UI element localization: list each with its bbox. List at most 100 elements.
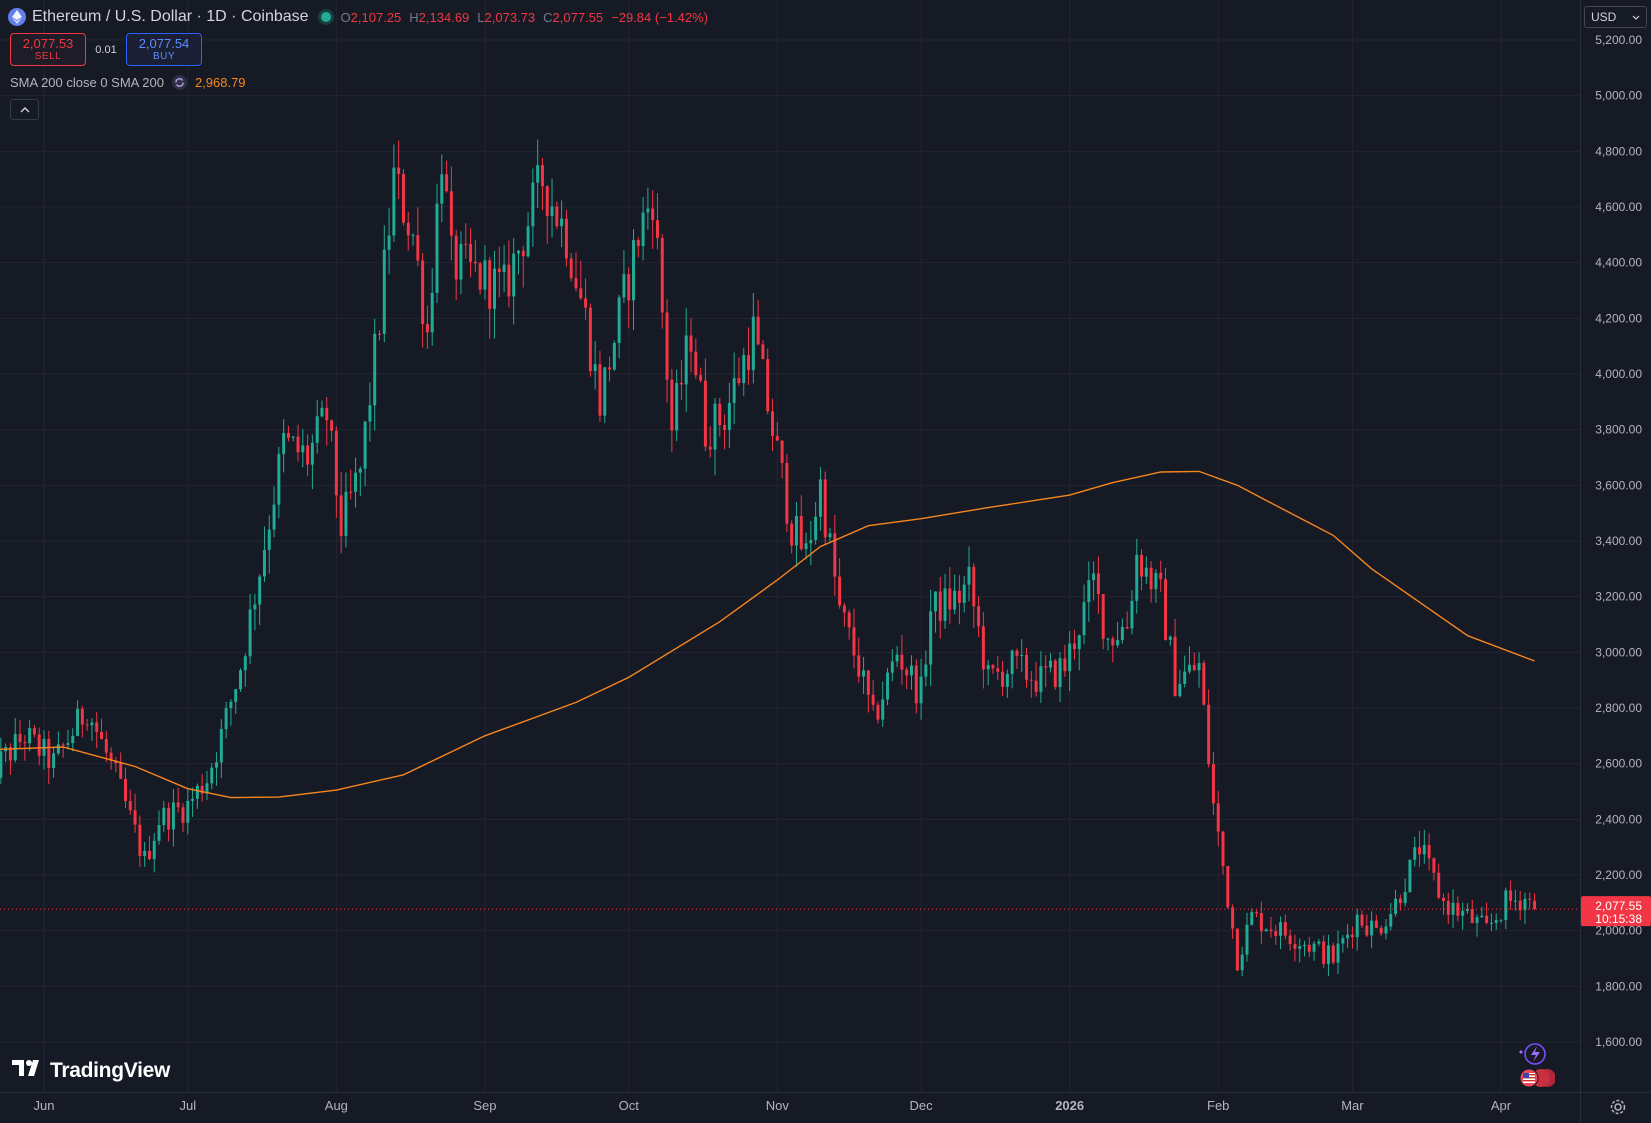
high-value: 2,134.69 [418, 9, 470, 25]
candle-body [1034, 680, 1038, 692]
currency-selector[interactable]: USD [1584, 6, 1647, 28]
candle-body [1394, 898, 1398, 914]
candle-body [727, 402, 731, 430]
low-value: 2,073.73 [484, 9, 536, 25]
candle-body [411, 235, 415, 237]
indicator-legend[interactable]: SMA 200 close 0 SMA 200 2,968.79 [10, 75, 246, 90]
candle-body [857, 655, 861, 677]
x-tick-label: Dec [910, 1098, 934, 1113]
y-tick-label: 3,600.00 [1595, 478, 1642, 492]
bottom-right-icons [1519, 1043, 1555, 1088]
open-label: O [340, 9, 351, 25]
candle-body [147, 850, 151, 860]
symbol-title[interactable]: Ethereum / U.S. Dollar · 1D · Coinbase [32, 8, 309, 25]
candle-body [23, 742, 27, 744]
candle-body [1072, 643, 1076, 650]
candle-body [28, 728, 32, 744]
candle-body [1077, 635, 1081, 650]
y-tick-label: 4,000.00 [1595, 367, 1642, 381]
candle-body [171, 802, 175, 830]
candle-body [847, 612, 851, 628]
candle-body [291, 436, 295, 438]
candle-body [1029, 679, 1033, 681]
collapse-legend-button[interactable] [10, 99, 39, 120]
candle-body [325, 407, 329, 421]
candle-body [71, 735, 75, 744]
candle-body [1250, 912, 1254, 925]
candle-body [1480, 915, 1484, 918]
candle-body [785, 462, 789, 524]
candle-body [392, 167, 396, 236]
candle-body [13, 733, 17, 761]
candle-body [1259, 913, 1263, 932]
candle-body [258, 576, 262, 605]
candle-body [1374, 920, 1378, 928]
candle-body [766, 359, 770, 412]
trade-panel: 2,077.53 SELL 0.01 2,077.54 BUY [10, 33, 202, 66]
candle-body [1283, 922, 1287, 936]
flag-icon[interactable] [1519, 1068, 1555, 1088]
x-tick-label: Sep [473, 1098, 496, 1113]
candle-body [152, 840, 156, 860]
candle-body [790, 523, 794, 546]
candle-body [1020, 654, 1024, 656]
x-tick-label: Aug [325, 1098, 348, 1113]
candle-body [1207, 704, 1211, 765]
candle-body [1427, 845, 1431, 859]
open-value: 2,107.25 [350, 9, 402, 25]
candle-body [473, 261, 477, 264]
gear-icon[interactable] [1608, 1097, 1628, 1117]
candle-body [780, 440, 784, 463]
candle-body [61, 744, 65, 746]
candle-body [449, 191, 453, 236]
candle-body [608, 367, 612, 370]
candle-body [1379, 927, 1383, 934]
candle-body [866, 670, 870, 695]
candle-body [689, 335, 693, 352]
currency-label: USD [1591, 10, 1617, 24]
candle-body [1341, 938, 1345, 944]
x-tick-label: 2026 [1055, 1098, 1084, 1113]
candle-body [109, 752, 113, 761]
candle-body [435, 203, 439, 293]
indicator-settings-icon[interactable] [171, 75, 187, 90]
candle-body [828, 533, 832, 538]
candle-body [775, 435, 779, 441]
candle-body [1159, 572, 1163, 580]
candle-body [977, 606, 981, 627]
candle-body [938, 591, 942, 621]
candle-body [234, 689, 238, 702]
candle-body [1422, 845, 1426, 855]
candle-body [1154, 572, 1158, 590]
candle-body [0, 751, 3, 778]
lightning-icon[interactable] [1519, 1043, 1546, 1065]
candle-body [176, 802, 180, 808]
candle-body [900, 654, 904, 670]
candle-body [425, 324, 429, 333]
buy-price: 2,077.54 [138, 35, 190, 51]
buy-button[interactable]: 2,077.54 BUY [126, 33, 202, 66]
y-tick-label: 3,400.00 [1595, 534, 1642, 548]
candle-body [1322, 941, 1326, 964]
candle-body [612, 342, 616, 370]
tradingview-logo[interactable]: TradingView [12, 1058, 170, 1084]
candle-body [957, 590, 961, 603]
candle-body [670, 379, 674, 431]
candle-body [253, 604, 257, 610]
candle-body [1336, 943, 1340, 963]
candle-body [1307, 944, 1311, 952]
candle-body [622, 274, 626, 298]
candle-body [1461, 910, 1465, 916]
candle-body [358, 468, 362, 473]
sell-button[interactable]: 2,077.53 SELL [10, 33, 86, 66]
candle-body [354, 472, 358, 492]
candle-body [1149, 567, 1153, 590]
candle-body [1164, 579, 1167, 640]
y-tick-label: 4,800.00 [1595, 144, 1642, 158]
y-tick-label: 5,200.00 [1595, 33, 1642, 47]
candle-body [886, 672, 890, 700]
candle-body [512, 253, 516, 297]
candle-body [660, 238, 664, 313]
candle-body [1326, 945, 1330, 964]
